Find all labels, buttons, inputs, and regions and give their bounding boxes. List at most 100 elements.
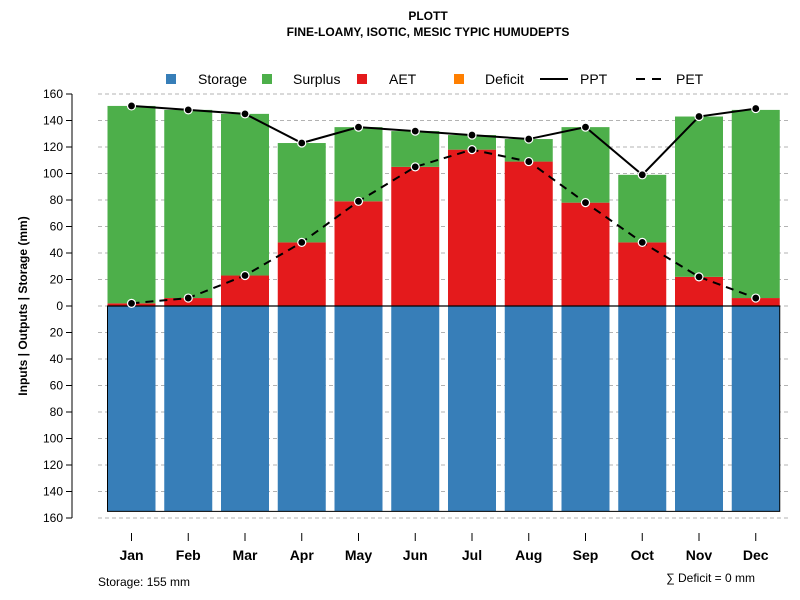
x-tick-label-jul: Jul	[462, 547, 482, 563]
bar-surplus-may	[334, 127, 383, 202]
bar-surplus-nov	[675, 116, 723, 277]
y-tick-label: 0	[56, 299, 63, 313]
y-tick-label: 40	[50, 352, 64, 366]
point-pet-aug	[524, 156, 534, 167]
bar-storage-oct	[618, 306, 667, 512]
point-pet-oct	[637, 237, 647, 247]
point-pet-dec	[751, 293, 761, 303]
x-tick-label-nov: Nov	[686, 547, 713, 563]
legend: Storage Surplus AET Deficit PPT PET	[166, 71, 704, 87]
y-tick-label: 20	[50, 326, 64, 340]
legend-swatch-surplus	[262, 74, 272, 84]
legend-label-surplus: Surplus	[293, 71, 340, 87]
x-tick-label-jun: Jun	[403, 547, 428, 563]
bar-storage-nov	[675, 306, 723, 512]
bar-surplus-jan	[107, 105, 156, 304]
bar-aet-apr	[277, 242, 326, 306]
bar-aet-sep	[561, 202, 610, 306]
bar-surplus-feb	[164, 109, 213, 299]
bar-aet-nov	[675, 276, 723, 306]
y-tick-label: 80	[50, 405, 64, 419]
legend-label-aet: AET	[389, 71, 417, 87]
point-ppt-nov	[694, 111, 704, 122]
y-tick-label: 160	[43, 511, 63, 525]
bar-storage-mar	[221, 306, 269, 512]
point-pet-jul	[467, 145, 477, 155]
point-ppt-feb	[183, 105, 193, 115]
axes: 160 140 120 100 80 60 40 20 0 20 40 60 80 100 120 140 16…	[43, 87, 781, 525]
y-tick-label: 120	[43, 140, 63, 154]
point-pet-may	[353, 196, 364, 206]
y-tick-label: 140	[43, 485, 63, 499]
y-tick-label: 60	[50, 379, 64, 393]
bar-storage-jun	[391, 306, 440, 512]
bar-aet-aug	[504, 161, 553, 306]
y-tick-label: 20	[50, 273, 64, 287]
storage-note: Storage: 155 mm	[98, 575, 190, 589]
point-ppt-dec	[751, 103, 761, 114]
bar-surplus-jul	[448, 135, 496, 150]
point-ppt-aug	[524, 134, 534, 144]
point-pet-sep	[580, 198, 591, 208]
point-pet-apr	[297, 237, 307, 247]
x-axis-labels: Jan Feb Mar Apr May Jun Jul Aug Sep Oct Nov Dec	[119, 533, 769, 563]
bar-storage-sep	[561, 306, 610, 512]
legend-label-ppt: PPT	[580, 71, 608, 87]
bar-storage-aug	[504, 306, 553, 512]
point-pet-jun	[410, 162, 420, 172]
chart-subtitle: FINE-LOAMY, ISOTIC, MESIC TYPIC HUMUDEPT…	[287, 25, 570, 39]
x-tick-label-sep: Sep	[573, 547, 599, 563]
bar-storage-apr	[277, 306, 326, 512]
y-axis-label: Inputs | Outputs | Storage (mm)	[16, 216, 30, 395]
point-ppt-apr	[297, 138, 307, 148]
y-tick-label: 140	[43, 114, 63, 128]
x-tick-label-apr: Apr	[290, 547, 315, 563]
bar-storage-feb	[164, 306, 213, 512]
y-tick-label: 80	[50, 193, 64, 207]
point-ppt-jun	[410, 126, 420, 136]
point-ppt-jan	[126, 101, 137, 111]
point-ppt-jul	[467, 130, 477, 140]
bar-storage-jan	[107, 306, 156, 512]
series-lines	[126, 101, 761, 308]
legend-label-storage: Storage	[198, 71, 247, 87]
x-tick-label-jan: Jan	[119, 547, 143, 563]
bar-aet-mar	[221, 275, 269, 306]
bar-aet-may	[334, 201, 383, 306]
x-tick-label-feb: Feb	[176, 547, 201, 563]
point-ppt-sep	[580, 122, 591, 132]
bar-surplus-mar	[221, 113, 269, 276]
legend-swatch-aet	[357, 74, 367, 84]
y-tick-label: 100	[43, 167, 63, 181]
y-tick-label: 40	[50, 246, 64, 260]
x-tick-label-dec: Dec	[743, 547, 769, 563]
bar-surplus-aug	[504, 139, 553, 162]
y-tick-label: 120	[43, 458, 63, 472]
y-tick-label: 60	[50, 220, 64, 234]
point-pet-jan	[126, 298, 137, 308]
point-pet-nov	[694, 272, 704, 282]
bar-surplus-jun	[391, 131, 440, 167]
point-ppt-mar	[240, 109, 250, 119]
bar-surplus-sep	[561, 127, 610, 203]
bars	[107, 105, 780, 512]
y-tick-label: 100	[43, 432, 63, 446]
legend-swatch-deficit	[454, 74, 464, 84]
bar-storage-may	[334, 306, 383, 512]
x-tick-label-aug: Aug	[515, 547, 542, 563]
x-tick-label-oct: Oct	[631, 547, 655, 563]
y-tick-label: 160	[43, 87, 63, 101]
chart-title: PLOTT	[408, 9, 448, 23]
bar-aet-jun	[391, 166, 440, 306]
bar-aet-oct	[618, 242, 667, 306]
bar-aet-jul	[448, 149, 496, 306]
bar-storage-dec	[731, 306, 780, 512]
bar-surplus-apr	[277, 143, 326, 243]
bar-surplus-oct	[618, 174, 667, 243]
legend-label-deficit: Deficit	[485, 71, 524, 87]
bar-storage-jul	[448, 306, 496, 512]
line-ppt	[131, 104, 756, 177]
x-tick-label-may: May	[345, 547, 372, 563]
legend-swatch-storage	[166, 74, 176, 84]
